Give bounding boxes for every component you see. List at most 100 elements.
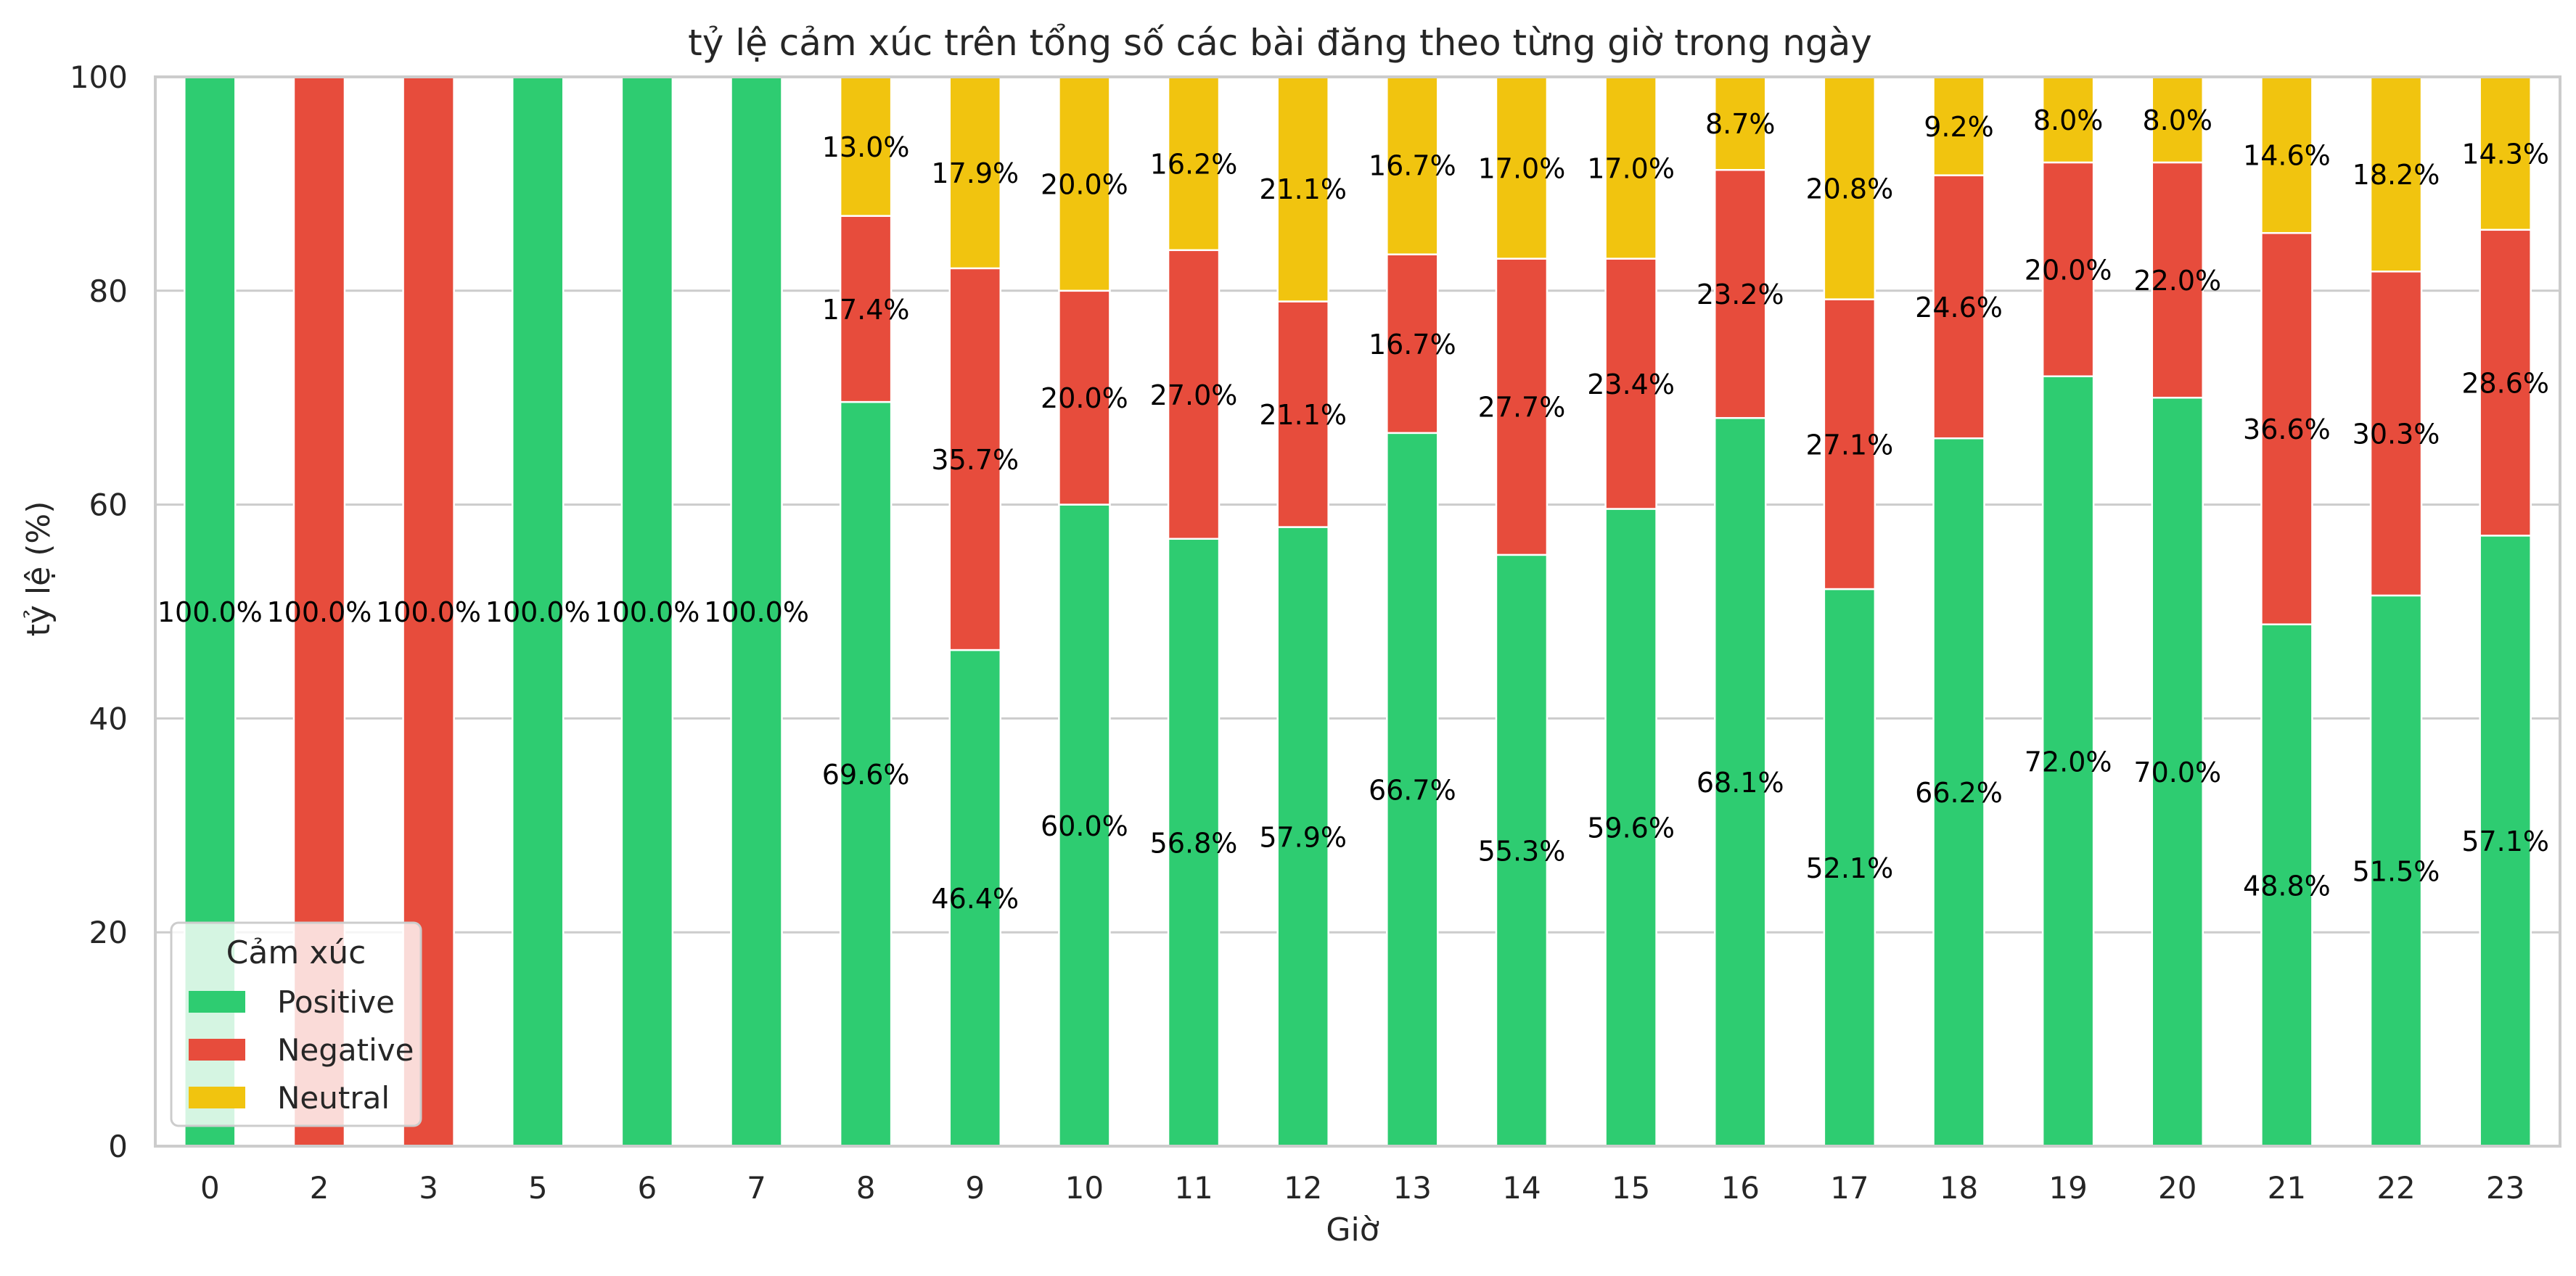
bar-positive — [2151, 396, 2204, 1148]
bar-value-label: 21.1% — [1259, 399, 1347, 431]
x-tick-label: 18 — [1940, 1170, 1978, 1206]
bar-value-label: 8.0% — [2033, 104, 2104, 136]
bar-value-label: 27.1% — [1806, 429, 1894, 461]
x-tick-label: 13 — [1393, 1170, 1432, 1206]
bar-value-label: 17.9% — [931, 157, 1019, 189]
bar-positive — [1386, 432, 1439, 1148]
legend-swatch-neutral — [189, 1087, 245, 1108]
bar-value-label: 52.1% — [1806, 852, 1894, 884]
x-tick-label: 7 — [747, 1170, 766, 1206]
x-tick-label: 10 — [1065, 1170, 1104, 1206]
bar-value-label: 46.4% — [931, 883, 1019, 915]
y-tick-label: 80 — [89, 273, 128, 309]
x-tick-label: 20 — [2158, 1170, 2196, 1206]
bar-value-label: 22.0% — [2133, 265, 2221, 297]
bar-value-label: 100.0% — [376, 596, 481, 628]
bar-value-label: 57.9% — [1259, 821, 1347, 853]
chart-title: tỷ lệ cảm xúc trên tổng số các bài đăng … — [688, 22, 1872, 64]
bar-value-label: 13.0% — [822, 131, 910, 163]
x-tick-label: 3 — [419, 1170, 438, 1206]
legend-box — [170, 921, 422, 1127]
bar-value-label: 27.7% — [1478, 392, 1566, 424]
x-tick-label: 23 — [2486, 1170, 2524, 1206]
x-tick-label: 8 — [856, 1170, 876, 1206]
bar-positive — [1167, 538, 1221, 1148]
data-labels: 100.0% 100.0% 100.0% 100.0% 100.0% 100.0%69.6… — [157, 104, 2549, 915]
bar-negative — [1604, 258, 1657, 510]
bar-value-label: 9.2% — [1924, 111, 1994, 143]
bar-value-label: 18.2% — [2353, 159, 2440, 191]
bar-positive — [730, 75, 783, 1148]
bar-value-label: 28.6% — [2461, 368, 2549, 400]
bar-positive — [1604, 508, 1657, 1148]
legend-label-negative: Negative — [277, 1032, 414, 1068]
bar-negative — [1276, 300, 1329, 528]
bar-value-label: 100.0% — [267, 596, 372, 628]
x-axis-label: Giờ — [1326, 1211, 1379, 1248]
x-tick-label: 17 — [1830, 1170, 1869, 1206]
bar-neutral — [2151, 75, 2204, 164]
plot-frame — [154, 75, 2561, 1148]
x-tick-label: 0 — [200, 1170, 220, 1206]
bar-value-label: 24.6% — [1915, 292, 2003, 324]
bar-value-label: 100.0% — [704, 596, 809, 628]
bar-positive — [1713, 416, 1767, 1148]
bar-positive — [1276, 526, 1329, 1148]
bar-value-label: 100.0% — [485, 596, 591, 628]
legend-swatch-positive — [189, 991, 245, 1013]
bar-positive — [1932, 437, 1985, 1148]
bar-value-label: 55.3% — [1478, 835, 1566, 867]
bar-value-label: 72.0% — [2025, 746, 2112, 778]
bar-neutral — [1932, 75, 1985, 176]
bar-neutral — [2369, 75, 2423, 273]
bar-value-label: 20.0% — [2025, 254, 2112, 286]
x-tick-labels: 0 2 3 5 6 7 8 9 10 11 12 13 14 15 16 17 18 19 20 21 22 23 — [200, 1170, 2524, 1206]
bar-value-label: 56.8% — [1150, 827, 1238, 859]
y-tick-label: 60 — [89, 487, 128, 523]
x-tick-label: 22 — [2376, 1170, 2415, 1206]
bar-negative — [1386, 253, 1439, 435]
bar-value-label: 8.7% — [1705, 108, 1776, 140]
bar-value-label: 20.0% — [1041, 382, 1128, 414]
bar-positive — [2369, 594, 2423, 1148]
y-tick-label: 0 — [108, 1129, 128, 1164]
y-axis-label: tỷ lệ (%) — [20, 501, 57, 637]
bar-value-label: 100.0% — [594, 596, 700, 628]
bar-value-label: 68.1% — [1697, 767, 1784, 799]
x-tick-label: 14 — [1502, 1170, 1541, 1206]
bar-positive — [1495, 553, 1549, 1148]
bar-value-label: 17.0% — [1478, 152, 1566, 184]
x-tick-label: 9 — [965, 1170, 985, 1206]
bar-negative — [1495, 258, 1549, 556]
y-tick-label: 40 — [89, 701, 128, 736]
legend-items: Positive Negative Neutral — [189, 984, 414, 1116]
legend-label-neutral: Neutral — [277, 1080, 390, 1116]
bar-value-label: 16.7% — [1369, 329, 1456, 361]
bar-value-label: 69.6% — [822, 759, 910, 791]
x-tick-label: 21 — [2268, 1170, 2306, 1206]
bar-negative — [2151, 161, 2204, 399]
bar-value-label: 8.0% — [2142, 104, 2212, 136]
legend-title: Cảm xúc — [226, 934, 366, 971]
bar-positive — [839, 400, 893, 1148]
legend: Cảm xúc Positive Negative Neutral — [170, 921, 422, 1127]
bar-neutral — [1276, 75, 1329, 302]
bar-positive — [620, 75, 674, 1148]
bar-negative — [1167, 249, 1221, 540]
bar-value-label: 16.7% — [1369, 150, 1456, 182]
bar-value-label: 21.1% — [1259, 173, 1347, 205]
bar-negative — [2260, 231, 2313, 625]
bar-value-label: 59.6% — [1587, 812, 1675, 844]
bar-negative — [1713, 168, 1767, 419]
bar-value-label: 20.8% — [1806, 173, 1894, 205]
x-tick-label: 15 — [1612, 1170, 1650, 1206]
bar-value-label: 23.4% — [1587, 369, 1675, 400]
x-tick-label: 16 — [1721, 1170, 1760, 1206]
bar-value-label: 14.6% — [2243, 140, 2331, 172]
x-tick-label: 5 — [528, 1170, 548, 1206]
bar-value-label: 70.0% — [2133, 757, 2221, 789]
bar-value-label: 27.0% — [1150, 379, 1238, 411]
bar-value-label: 48.8% — [2243, 870, 2331, 902]
